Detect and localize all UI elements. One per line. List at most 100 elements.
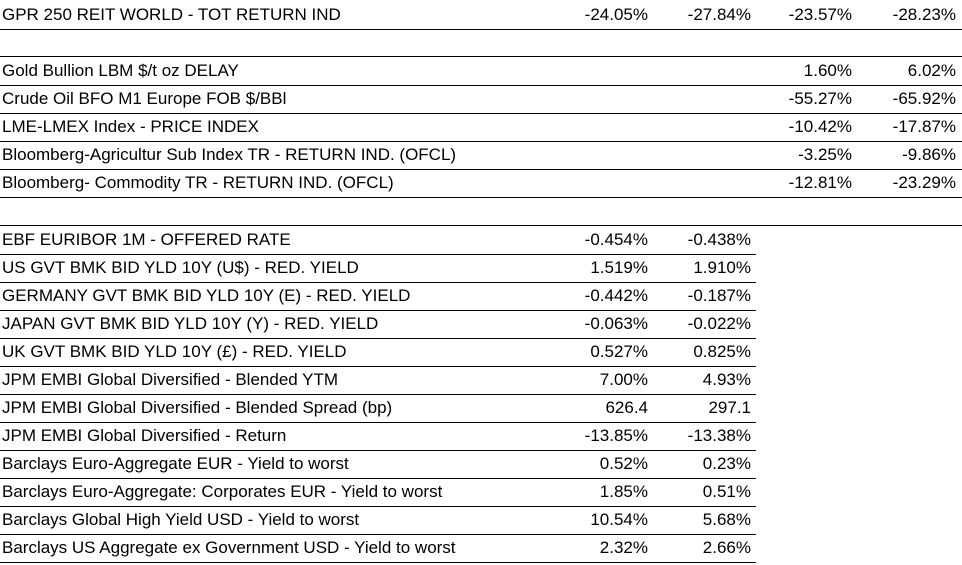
value-col-2: -0.438% xyxy=(687,230,751,249)
value-col-2: 1.910% xyxy=(693,258,751,277)
value-col-4 xyxy=(856,450,956,478)
value-col-3 xyxy=(756,478,852,506)
value-col-1: 0.527% xyxy=(590,342,648,361)
value-col-1 xyxy=(560,85,648,113)
value-col-2: 0.23% xyxy=(702,454,751,473)
value-col-2 xyxy=(652,113,751,141)
value-col-2 xyxy=(652,141,751,169)
value-col-4: -65.92% xyxy=(892,89,956,108)
value-col-1 xyxy=(560,57,648,85)
row-label: JPM EMBI Global Diversified - Return xyxy=(2,426,287,445)
row-label: UK GVT BMK BID YLD 10Y (£) - RED. YIELD xyxy=(2,342,347,361)
row-label: LME-LMEX Index - PRICE INDEX xyxy=(2,117,259,136)
value-col-2: 297.1 xyxy=(708,398,751,417)
value-col-2: -0.022% xyxy=(687,314,751,333)
table-row: Barclays US Aggregate ex Government USD … xyxy=(0,534,962,562)
value-col-2: 5.68% xyxy=(702,510,751,529)
value-col-1: -0.454% xyxy=(584,230,648,249)
value-col-3 xyxy=(756,226,852,254)
row-divider xyxy=(0,534,756,535)
value-col-1: 626.4 xyxy=(605,398,648,417)
row-divider xyxy=(0,562,756,563)
value-col-4 xyxy=(856,310,956,338)
value-col-2: -0.187% xyxy=(687,286,751,305)
row-label: EBF EURIBOR 1M - OFFERED RATE xyxy=(2,230,291,249)
table-row: LME-LMEX Index - PRICE INDEX -10.42% -17… xyxy=(0,113,962,141)
row-divider xyxy=(0,113,962,114)
value-col-3 xyxy=(756,534,852,562)
row-divider xyxy=(0,85,962,86)
table-row: Bloomberg-Agricultur Sub Index TR - RETU… xyxy=(0,141,962,169)
value-col-4 xyxy=(856,366,956,394)
value-col-4: -28.23% xyxy=(892,5,956,24)
value-col-4 xyxy=(856,534,956,562)
row-label: Gold Bullion LBM $/t oz DELAY xyxy=(2,61,239,80)
row-label: Crude Oil BFO M1 Europe FOB $/BBl xyxy=(2,89,287,108)
value-col-3 xyxy=(756,450,852,478)
value-col-4 xyxy=(856,506,956,534)
row-divider xyxy=(0,338,756,339)
row-divider xyxy=(0,394,756,395)
value-col-2 xyxy=(652,85,751,113)
value-col-4 xyxy=(856,422,956,450)
value-col-3 xyxy=(756,282,852,310)
value-col-4 xyxy=(856,282,956,310)
value-col-1: 0.52% xyxy=(599,454,648,473)
value-col-1 xyxy=(560,113,648,141)
row-divider xyxy=(0,366,756,367)
row-label: Barclays US Aggregate ex Government USD … xyxy=(2,538,456,557)
row-label: JPM EMBI Global Diversified - Blended Sp… xyxy=(2,398,393,417)
row-label: Barclays Euro-Aggregate: Corporates EUR … xyxy=(2,482,443,501)
table-row: Barclays Global High Yield USD - Yield t… xyxy=(0,506,962,534)
row-divider xyxy=(0,478,756,479)
row-label: Barclays Euro-Aggregate EUR - Yield to w… xyxy=(2,454,349,473)
value-col-4: 6.02% xyxy=(907,61,956,80)
value-col-3: -10.42% xyxy=(788,117,852,136)
value-col-2: 4.93% xyxy=(702,370,751,389)
section-divider xyxy=(0,225,962,226)
table-row: GERMANY GVT BMK BID YLD 10Y (E) - RED. Y… xyxy=(0,282,962,310)
table-row: US GVT BMK BID YLD 10Y (U$) - RED. YIELD… xyxy=(0,254,962,282)
value-col-4: -17.87% xyxy=(892,117,956,136)
value-col-2: -13.38% xyxy=(687,426,751,445)
value-col-4 xyxy=(856,226,956,254)
value-col-4 xyxy=(856,478,956,506)
row-label: Bloomberg-Agricultur Sub Index TR - RETU… xyxy=(2,145,457,164)
value-col-3 xyxy=(756,310,852,338)
table-row: JAPAN GVT BMK BID YLD 10Y (Y) - RED. YIE… xyxy=(0,310,962,338)
value-col-2: 2.66% xyxy=(702,538,751,557)
row-label: JAPAN GVT BMK BID YLD 10Y (Y) - RED. YIE… xyxy=(2,314,379,333)
value-col-1: -24.05% xyxy=(584,5,648,24)
row-divider xyxy=(0,197,962,198)
value-col-2: -27.84% xyxy=(687,5,751,24)
value-col-1: 2.32% xyxy=(599,538,648,557)
value-col-3: -23.57% xyxy=(788,5,852,24)
value-col-4: -23.29% xyxy=(892,173,956,192)
value-col-4 xyxy=(856,254,956,282)
row-label: GPR 250 REIT WORLD - TOT RETURN IND xyxy=(2,5,341,24)
value-col-2: 0.825% xyxy=(693,342,751,361)
value-col-3 xyxy=(756,254,852,282)
value-col-3: 1.60% xyxy=(803,61,852,80)
row-label: Barclays Global High Yield USD - Yield t… xyxy=(2,510,360,529)
value-col-1 xyxy=(560,141,648,169)
value-col-1: 10.54% xyxy=(590,510,648,529)
value-col-3 xyxy=(756,366,852,394)
row-divider xyxy=(0,506,756,507)
value-col-1: -0.442% xyxy=(584,286,648,305)
table-row: Barclays Euro-Aggregate: Corporates EUR … xyxy=(0,478,962,506)
row-label: US GVT BMK BID YLD 10Y (U$) - RED. YIELD xyxy=(2,258,359,277)
row-divider xyxy=(0,169,962,170)
value-col-3: -12.81% xyxy=(788,173,852,192)
value-col-1: 7.00% xyxy=(599,370,648,389)
value-col-3 xyxy=(756,422,852,450)
value-col-4: -9.86% xyxy=(902,145,956,164)
row-divider xyxy=(0,282,756,283)
row-divider xyxy=(0,310,756,311)
table-row: Crude Oil BFO M1 Europe FOB $/BBl -55.27… xyxy=(0,85,962,113)
row-divider xyxy=(0,141,962,142)
value-col-1: -13.85% xyxy=(584,426,648,445)
value-col-4 xyxy=(856,338,956,366)
section-divider xyxy=(0,56,962,57)
